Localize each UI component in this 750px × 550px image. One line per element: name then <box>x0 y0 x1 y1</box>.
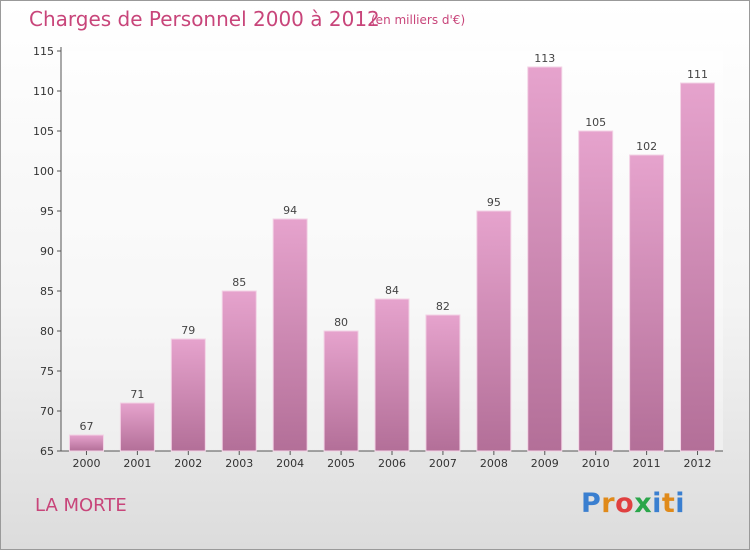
logo-letter: t <box>661 488 676 519</box>
data-label: 113 <box>534 52 555 65</box>
x-tick-label: 2001 <box>123 457 151 470</box>
y-tick-label: 80 <box>40 325 54 338</box>
data-label: 82 <box>436 300 450 313</box>
bar <box>629 154 665 452</box>
bar <box>68 434 104 452</box>
data-label: 67 <box>79 420 93 433</box>
data-label: 95 <box>487 196 501 209</box>
data-label: 80 <box>334 316 348 329</box>
data-label: 79 <box>181 324 195 337</box>
chart-subtitle: (en milliers d'€) <box>371 13 466 27</box>
data-label: 85 <box>232 276 246 289</box>
x-tick-label: 2003 <box>225 457 253 470</box>
x-tick-label: 2002 <box>174 457 202 470</box>
x-tick-label: 2009 <box>531 457 559 470</box>
bar <box>272 218 308 452</box>
bar <box>527 66 563 452</box>
bar <box>476 210 512 452</box>
data-label: 71 <box>130 388 144 401</box>
bar <box>119 402 155 452</box>
x-tick-label: 2008 <box>480 457 508 470</box>
data-label: 84 <box>385 284 399 297</box>
logo-letter: r <box>601 488 616 519</box>
logo-letter: x <box>634 488 653 519</box>
data-label: 102 <box>636 140 657 153</box>
proxiti-logo: Proxiti <box>581 488 685 519</box>
x-tick-label: 2006 <box>378 457 406 470</box>
y-tick-label: 65 <box>40 445 54 458</box>
y-tick-label: 115 <box>33 45 54 58</box>
x-tick-label: 2010 <box>582 457 610 470</box>
data-label: 94 <box>283 204 297 217</box>
y-tick-label: 95 <box>40 205 54 218</box>
y-tick-label: 75 <box>40 365 54 378</box>
x-tick-label: 2005 <box>327 457 355 470</box>
logo-letter: i <box>652 488 662 519</box>
logo-letter: i <box>675 488 686 519</box>
bar <box>680 82 716 452</box>
logo-letter: o <box>615 488 635 519</box>
y-tick-label: 100 <box>33 165 54 178</box>
bar <box>374 298 410 452</box>
x-tick-label: 2007 <box>429 457 457 470</box>
bar <box>578 130 614 452</box>
bar <box>221 290 257 452</box>
x-tick-label: 2012 <box>684 457 712 470</box>
bar <box>425 314 461 452</box>
logo-letter: P <box>581 488 602 519</box>
bar <box>170 338 206 452</box>
y-tick-label: 90 <box>40 245 54 258</box>
data-label: 105 <box>585 116 606 129</box>
y-tick-label: 70 <box>40 405 54 418</box>
data-label: 111 <box>687 68 708 81</box>
x-tick-label: 2000 <box>72 457 100 470</box>
x-tick-label: 2011 <box>633 457 661 470</box>
y-tick-label: 85 <box>40 285 54 298</box>
y-tick-label: 105 <box>33 125 54 138</box>
x-tick-label: 2004 <box>276 457 304 470</box>
bar <box>323 330 359 452</box>
y-tick-label: 110 <box>33 85 54 98</box>
commune-name: LA MORTE <box>35 495 127 516</box>
chart-title: Charges de Personnel 2000 à 2012 <box>29 7 380 31</box>
